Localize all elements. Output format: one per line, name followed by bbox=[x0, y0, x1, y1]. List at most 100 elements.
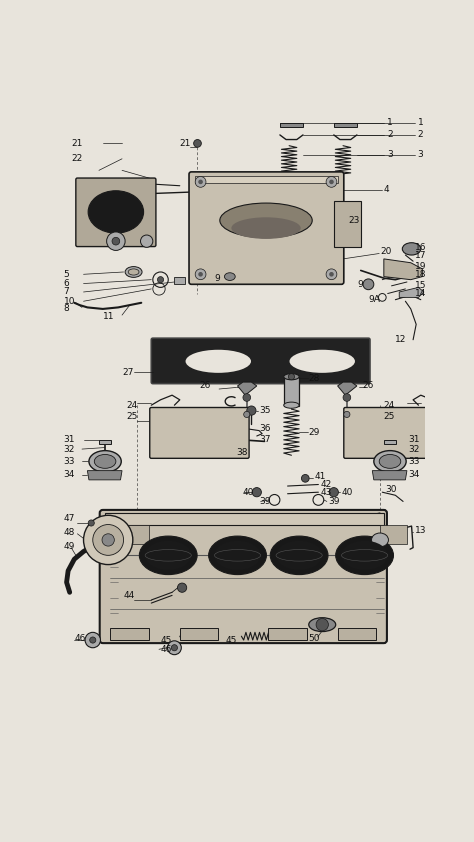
Text: 30: 30 bbox=[385, 485, 397, 493]
Text: 22: 22 bbox=[71, 154, 82, 163]
Text: 46: 46 bbox=[74, 634, 86, 643]
Ellipse shape bbox=[145, 541, 191, 570]
FancyBboxPatch shape bbox=[76, 178, 156, 247]
Circle shape bbox=[343, 394, 351, 402]
Text: 36: 36 bbox=[259, 424, 271, 433]
Text: 2: 2 bbox=[418, 131, 423, 140]
Circle shape bbox=[363, 279, 374, 290]
Text: 41: 41 bbox=[315, 472, 326, 482]
Text: 27: 27 bbox=[122, 368, 133, 376]
Text: 32: 32 bbox=[409, 445, 420, 454]
Text: 50: 50 bbox=[309, 634, 320, 643]
Ellipse shape bbox=[309, 618, 336, 632]
Polygon shape bbox=[237, 382, 257, 395]
Circle shape bbox=[93, 525, 124, 556]
Text: 23: 23 bbox=[348, 216, 360, 225]
Ellipse shape bbox=[214, 541, 261, 570]
Circle shape bbox=[344, 412, 350, 418]
FancyBboxPatch shape bbox=[151, 338, 370, 384]
Circle shape bbox=[198, 179, 203, 184]
Text: 42: 42 bbox=[321, 480, 332, 489]
Ellipse shape bbox=[89, 450, 121, 472]
Text: 9: 9 bbox=[214, 274, 220, 283]
Ellipse shape bbox=[88, 191, 144, 233]
Text: 39: 39 bbox=[259, 497, 271, 506]
Text: 45: 45 bbox=[226, 636, 237, 644]
Text: 1: 1 bbox=[418, 118, 423, 127]
Text: 33: 33 bbox=[64, 457, 75, 466]
Ellipse shape bbox=[402, 242, 421, 255]
Circle shape bbox=[85, 632, 100, 647]
Text: 25: 25 bbox=[384, 413, 395, 421]
Bar bbox=[105, 513, 384, 525]
Bar bbox=[334, 123, 357, 127]
Text: 24: 24 bbox=[126, 401, 137, 410]
Text: 9A: 9A bbox=[368, 296, 380, 304]
Circle shape bbox=[243, 394, 251, 402]
Ellipse shape bbox=[220, 203, 312, 237]
Ellipse shape bbox=[374, 450, 406, 472]
Circle shape bbox=[244, 412, 250, 418]
Bar bbox=[334, 201, 361, 248]
Text: 45: 45 bbox=[161, 636, 172, 644]
Text: 25: 25 bbox=[126, 413, 137, 421]
Bar bbox=[280, 123, 303, 127]
Circle shape bbox=[88, 520, 94, 526]
Bar bbox=[337, 628, 376, 640]
Circle shape bbox=[301, 475, 309, 482]
Circle shape bbox=[140, 235, 153, 248]
Text: 29: 29 bbox=[309, 428, 320, 437]
Text: 34: 34 bbox=[409, 470, 420, 479]
FancyBboxPatch shape bbox=[344, 408, 443, 458]
Text: 24: 24 bbox=[384, 401, 395, 410]
Circle shape bbox=[195, 177, 206, 187]
Circle shape bbox=[194, 140, 201, 147]
Circle shape bbox=[329, 179, 334, 184]
Ellipse shape bbox=[225, 273, 235, 280]
Text: 2: 2 bbox=[387, 131, 392, 140]
Text: 37: 37 bbox=[259, 435, 271, 445]
Text: 17: 17 bbox=[415, 251, 426, 259]
Ellipse shape bbox=[231, 217, 301, 239]
Text: 20: 20 bbox=[381, 247, 392, 256]
Bar bbox=[99, 440, 111, 444]
Text: 46: 46 bbox=[161, 645, 172, 653]
Polygon shape bbox=[87, 471, 122, 480]
Ellipse shape bbox=[125, 267, 142, 277]
Circle shape bbox=[167, 641, 182, 655]
Ellipse shape bbox=[209, 536, 266, 574]
Circle shape bbox=[198, 272, 203, 277]
Polygon shape bbox=[384, 258, 422, 280]
Bar bbox=[268, 628, 307, 640]
FancyBboxPatch shape bbox=[150, 408, 249, 458]
Circle shape bbox=[247, 406, 256, 415]
Circle shape bbox=[329, 488, 338, 497]
Text: 13: 13 bbox=[415, 526, 426, 536]
Text: 31: 31 bbox=[64, 435, 75, 445]
Ellipse shape bbox=[336, 536, 393, 574]
Text: 6: 6 bbox=[64, 279, 69, 288]
Text: 3: 3 bbox=[418, 151, 423, 159]
Text: 38: 38 bbox=[236, 448, 247, 456]
Circle shape bbox=[195, 269, 206, 280]
Text: 11: 11 bbox=[103, 312, 114, 321]
FancyBboxPatch shape bbox=[100, 510, 387, 643]
Ellipse shape bbox=[341, 541, 388, 570]
Text: 26: 26 bbox=[199, 381, 210, 391]
Text: 19: 19 bbox=[415, 262, 426, 271]
FancyBboxPatch shape bbox=[189, 172, 344, 285]
Bar bbox=[110, 628, 149, 640]
Ellipse shape bbox=[94, 455, 116, 468]
Circle shape bbox=[288, 374, 294, 380]
Circle shape bbox=[252, 488, 261, 497]
Ellipse shape bbox=[372, 533, 389, 546]
Text: 40: 40 bbox=[242, 488, 254, 497]
Circle shape bbox=[90, 637, 96, 643]
Text: 48: 48 bbox=[64, 528, 75, 536]
Circle shape bbox=[83, 515, 133, 565]
Ellipse shape bbox=[284, 374, 299, 380]
Circle shape bbox=[326, 269, 337, 280]
Text: 33: 33 bbox=[409, 457, 420, 466]
Text: 26: 26 bbox=[362, 381, 374, 391]
Text: 4: 4 bbox=[384, 185, 390, 195]
